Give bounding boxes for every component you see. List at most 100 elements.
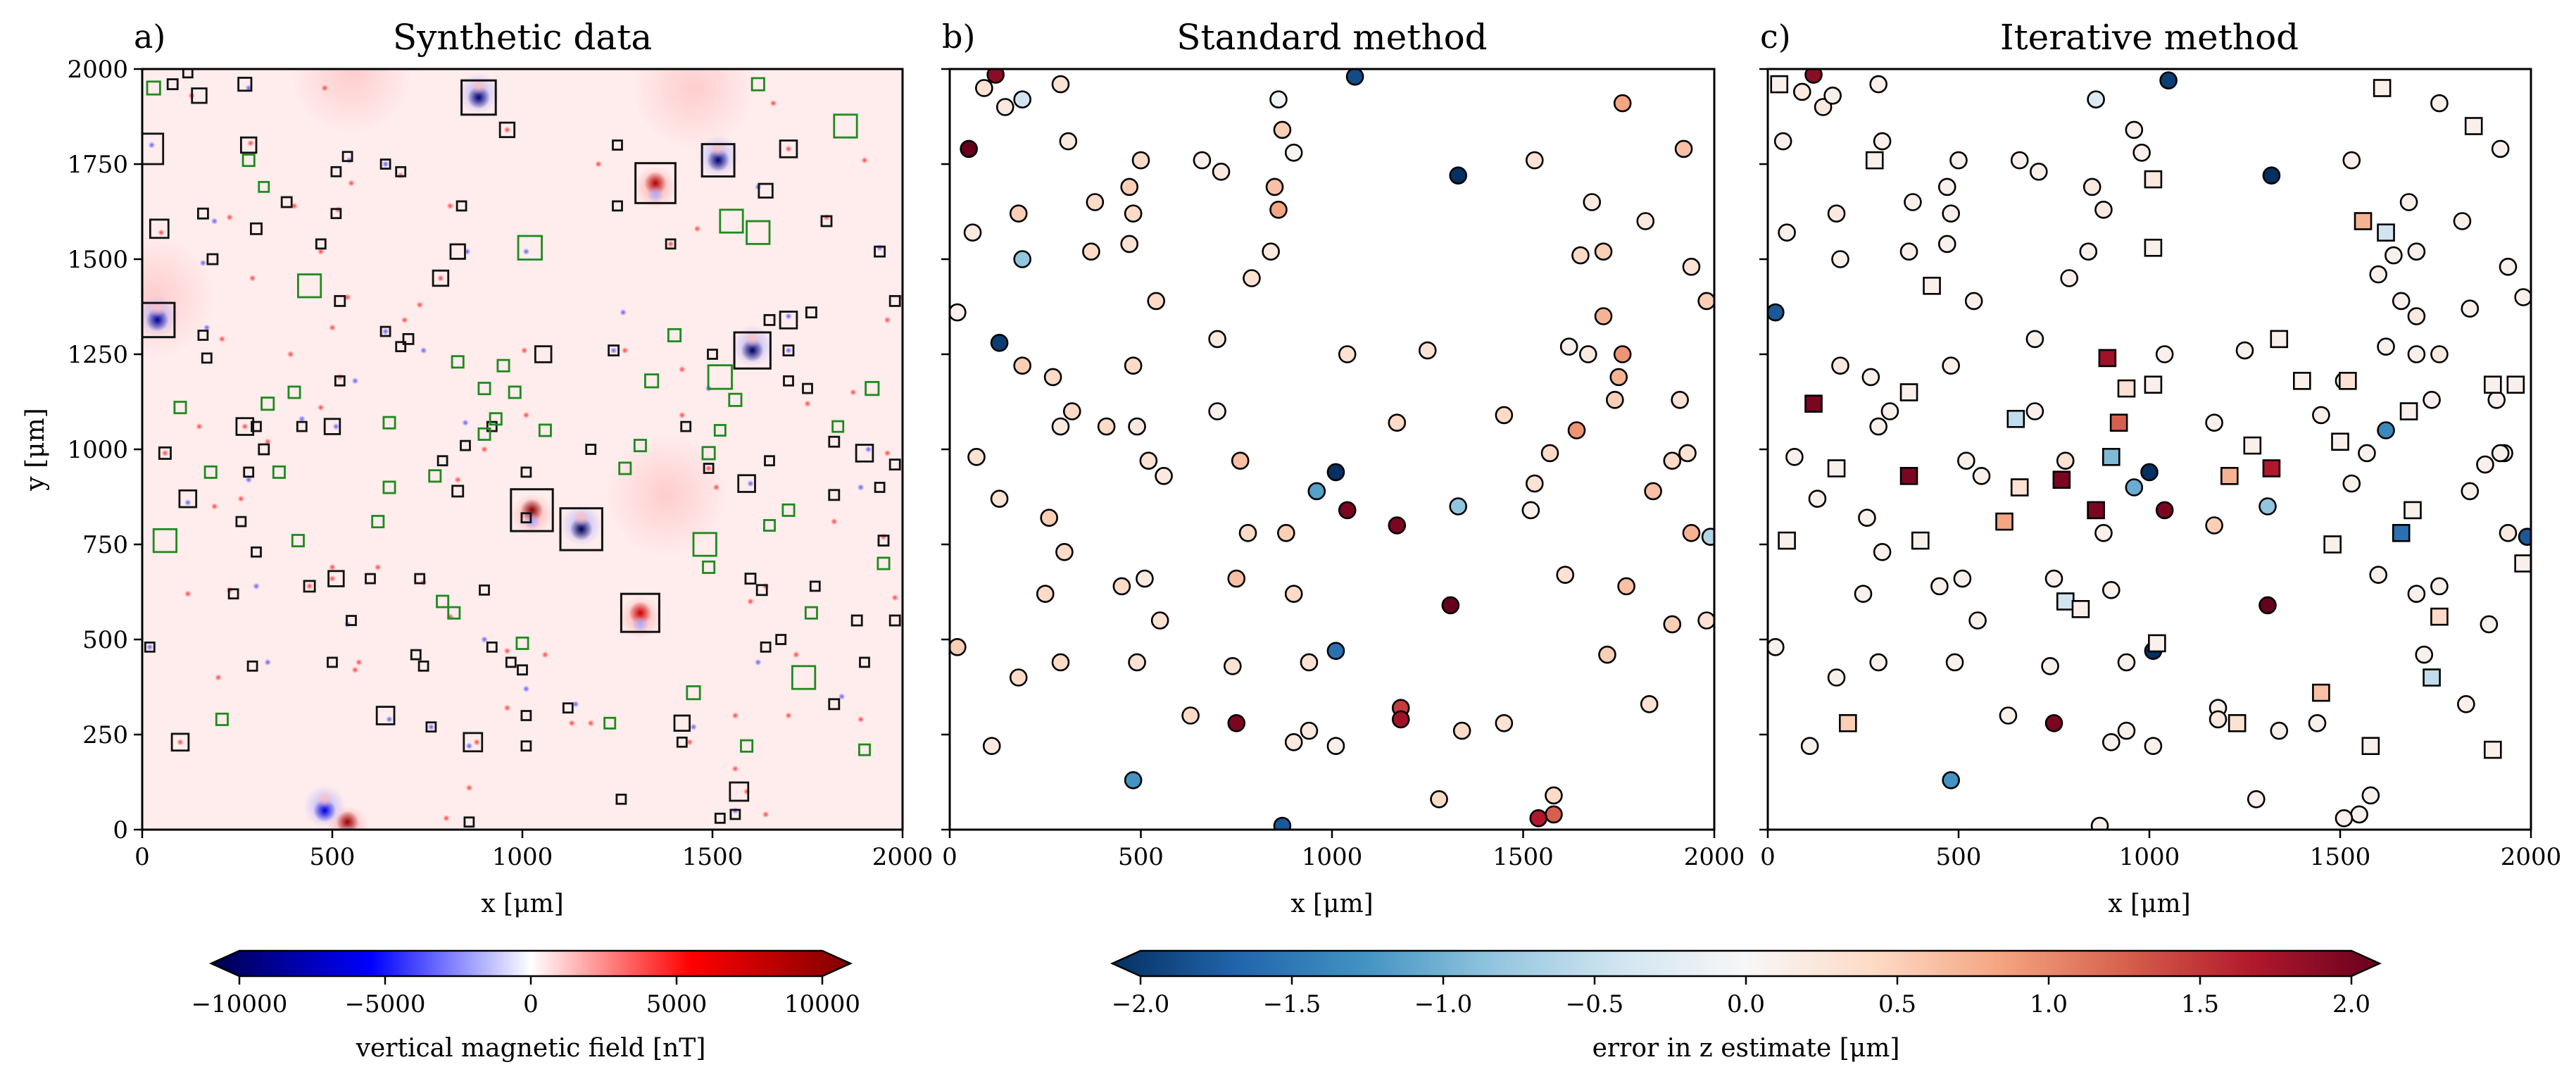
small-anomaly xyxy=(465,784,473,792)
small-anomaly xyxy=(264,659,272,666)
small-anomaly xyxy=(416,301,424,308)
estimate-point-circle xyxy=(2407,242,2426,261)
estimate-point xyxy=(1644,482,1662,501)
source-box xyxy=(714,812,726,824)
small-anomaly xyxy=(199,259,207,267)
estimate-point-circle xyxy=(2430,577,2449,596)
estimate-point-circle xyxy=(1904,193,1922,211)
estimate-point xyxy=(1540,444,1559,463)
source-box xyxy=(612,200,623,212)
ytick-label: 1750 xyxy=(67,151,128,179)
source-box xyxy=(585,444,597,455)
estimate-point xyxy=(1529,809,1548,828)
estimate-point-circle xyxy=(2480,615,2499,634)
estimate-point-circle xyxy=(2235,341,2254,360)
small-anomaly xyxy=(522,248,530,256)
estimate-point xyxy=(1269,90,1288,108)
small-anomaly xyxy=(610,347,617,354)
estimate-point xyxy=(1009,204,1028,223)
source-box xyxy=(665,238,677,250)
estimate-point xyxy=(1300,721,1319,740)
estimate-point xyxy=(1525,151,1544,170)
source-box xyxy=(395,341,407,353)
estimate-point xyxy=(1055,542,1074,561)
small-anomaly xyxy=(705,465,712,472)
panel-letter-b: b) xyxy=(942,18,975,56)
source-box xyxy=(460,439,471,451)
source-box-green xyxy=(719,208,744,234)
estimate-point-circle xyxy=(2209,710,2228,729)
small-anomaly xyxy=(329,324,336,332)
source-box xyxy=(246,660,258,672)
estimate-point-square xyxy=(2010,478,2029,497)
source-box xyxy=(498,121,516,139)
small-anomaly xyxy=(437,275,444,282)
source-box xyxy=(463,732,484,753)
estimate-point-circle xyxy=(2430,345,2449,363)
source-box xyxy=(327,570,345,587)
source-box xyxy=(486,420,498,432)
estimate-point-circle xyxy=(1861,368,1880,387)
source-box-green xyxy=(877,556,891,570)
xtick-label: 0 xyxy=(1760,843,1776,871)
small-anomaly xyxy=(857,716,865,723)
small-anomaly xyxy=(317,404,325,411)
estimate-point-circle xyxy=(1972,466,1991,485)
ytick-label: 1250 xyxy=(67,341,128,369)
small-anomaly xyxy=(731,765,739,773)
estimate-point-circle xyxy=(1880,402,1899,420)
source-box xyxy=(451,485,465,498)
estimate-point-square xyxy=(2312,683,2330,702)
small-anomaly xyxy=(355,659,363,666)
estimate-point-circle xyxy=(1854,585,1873,604)
estimate-point-circle xyxy=(1831,250,1849,268)
estimate-point xyxy=(1013,250,1031,268)
estimate-point-square xyxy=(1827,459,1846,478)
estimate-point-circle xyxy=(2430,94,2449,113)
estimate-point-square xyxy=(2392,523,2411,542)
source-box xyxy=(828,435,841,448)
source-box xyxy=(562,702,574,714)
estimate-point-circle xyxy=(2518,528,2531,546)
estimate-point-circle xyxy=(2140,463,2159,482)
estimate-point xyxy=(1097,417,1116,436)
estimate-point-circle xyxy=(2159,71,2178,89)
source-box-green xyxy=(746,220,771,245)
small-anomaly xyxy=(245,476,253,484)
estimate-point xyxy=(1663,615,1682,634)
estimate-point-square xyxy=(1778,531,1796,550)
estimate-point-circle xyxy=(2457,694,2475,713)
small-anomaly xyxy=(667,240,674,248)
estimate-point-circle xyxy=(2060,269,2078,287)
source-box xyxy=(758,182,774,199)
small-anomaly xyxy=(621,347,629,354)
source-box xyxy=(737,474,756,493)
panel-letter-a: a) xyxy=(134,18,165,56)
source-box xyxy=(805,306,817,319)
source-box-green xyxy=(508,385,522,399)
estimate-point xyxy=(1013,356,1031,375)
colorbar-tick-label: −1.5 xyxy=(1263,990,1321,1018)
small-anomaly xyxy=(215,674,222,681)
estimate-point-square xyxy=(2377,223,2395,242)
estimate-point-circle xyxy=(2262,166,2281,185)
estimate-point-circle xyxy=(1768,638,1785,656)
small-anomaly xyxy=(146,643,153,651)
source-box xyxy=(410,649,422,661)
xtick-label: 1500 xyxy=(2310,843,2371,871)
estimate-point-circle xyxy=(2125,478,2144,497)
source-box xyxy=(235,417,255,436)
field-halo xyxy=(632,69,755,149)
estimate-point-circle xyxy=(2041,656,2059,675)
estimate-point xyxy=(1326,737,1345,755)
estimate-point-circle xyxy=(2369,566,2387,585)
colorbar-left-body xyxy=(208,949,853,978)
estimate-point-square xyxy=(1911,531,1930,550)
dipole-lobe xyxy=(572,509,590,527)
estimate-point-circle xyxy=(2094,523,2113,542)
colorbar-tick-label: 5000 xyxy=(646,990,708,1018)
source-box-green xyxy=(833,113,858,139)
estimate-point xyxy=(1269,200,1288,219)
estimate-point-circle xyxy=(1945,653,1964,672)
small-anomaly xyxy=(568,719,576,727)
